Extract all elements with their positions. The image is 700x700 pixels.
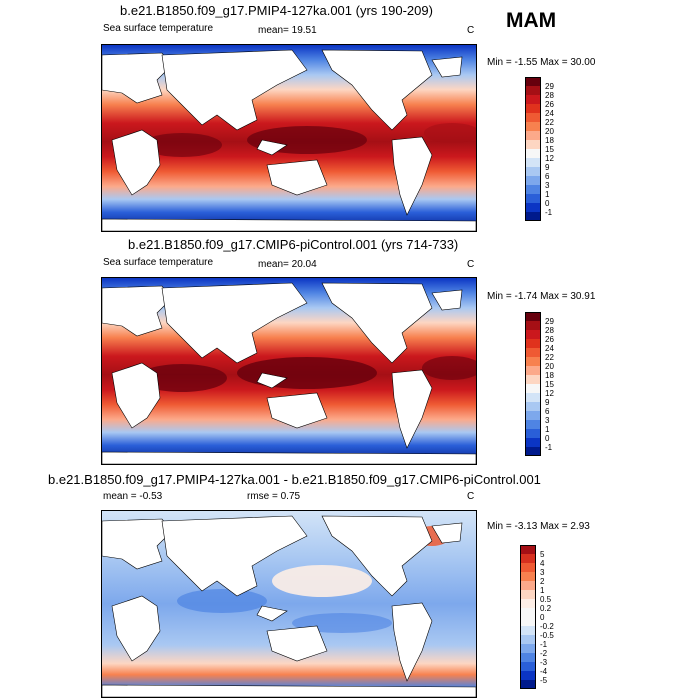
panel-1-title: b.e21.B1850.f09_g17.PMIP4-127ka.001 (yrs… [120, 3, 433, 18]
panel-3-colorbar-tick: -5 [540, 676, 548, 685]
panel-3-colorbar-tick: -4 [540, 667, 548, 676]
panel-3-colorbar-tick: 1 [540, 586, 545, 595]
panel-2-colorbar-tick: 0 [545, 434, 550, 443]
panel-3-title: b.e21.B1850.f09_g17.PMIP4-127ka.001 - b.… [48, 472, 541, 487]
panel-2-map-graphic [102, 278, 476, 464]
colorbar-frame [525, 312, 541, 456]
panel-2-minmax: Min = -1.74 Max = 30.91 [487, 291, 596, 302]
panel-2-title: b.e21.B1850.f09_g17.CMIP6-piControl.001 … [128, 237, 459, 252]
panel-1-mean: mean= 19.51 [258, 25, 317, 36]
panel-3-units: C [467, 491, 475, 502]
panel-3-colorbar-tick: 0.5 [540, 595, 552, 604]
panel-1-colorbar-tick: 26 [545, 100, 554, 109]
panel-3-map [101, 510, 477, 698]
panel-3-colorbar-tick: 0.2 [540, 604, 552, 613]
panel-3-colorbar-tick: -0.2 [540, 622, 554, 631]
panel-3-colorbar-tick: 4 [540, 559, 545, 568]
panel-1-colorbar-tick: 24 [545, 109, 554, 118]
panel-2-left-label: Sea surface temperature [103, 257, 214, 268]
panel-2-colorbar-tick: 3 [545, 416, 550, 425]
panel-2-colorbar-tick: 18 [545, 371, 554, 380]
panel-2-colorbar-tick: 6 [545, 407, 550, 416]
panel-1-left-label: Sea surface temperature [103, 23, 214, 34]
panel-1-colorbar-tick: 0 [545, 199, 550, 208]
panel-3-colorbar-tick: -0.5 [540, 631, 554, 640]
panel-3-colorbar-tick: 5 [540, 550, 545, 559]
panel-3-colorbar-tick: -1 [540, 640, 548, 649]
panel-2-colorbar-tick: 1 [545, 425, 550, 434]
panel-3-colorbar-tick: 0 [540, 613, 545, 622]
panel-1-colorbar-tick: 6 [545, 172, 550, 181]
panel-1-colorbar-tick: 20 [545, 127, 554, 136]
panel-1-colorbar-tick: 15 [545, 145, 554, 154]
panel-1-map [101, 44, 477, 232]
panel-2-colorbar-tick: 15 [545, 380, 554, 389]
panel-2-colorbar-tick: 24 [545, 344, 554, 353]
panel-3-mean: mean = -0.53 [103, 491, 163, 502]
panel-3-rmse: rmse = 0.75 [247, 491, 301, 502]
panel-2-colorbar-tick: 20 [545, 362, 554, 371]
panel-1-colorbar-tick: 1 [545, 190, 550, 199]
colorbar-frame [520, 545, 536, 689]
panel-1-colorbar-tick: -1 [545, 208, 553, 217]
panel-3-colorbar-tick: 3 [540, 568, 545, 577]
panel-2-map [101, 277, 477, 465]
panel-1-colorbar-tick: 18 [545, 136, 554, 145]
panel-2-colorbar-tick: 26 [545, 335, 554, 344]
panel-1-colorbar-tick: 9 [545, 163, 550, 172]
panel-2-mean: mean= 20.04 [258, 259, 317, 270]
season-label: MAM [506, 9, 557, 32]
panel-1-minmax: Min = -1.55 Max = 30.00 [487, 57, 596, 68]
panel-3-colorbar-tick: -2 [540, 649, 548, 658]
panel-2-colorbar-tick: 22 [545, 353, 554, 362]
panel-1-colorbar-tick: 22 [545, 118, 554, 127]
panel-1-colorbar-tick: 29 [545, 82, 554, 91]
panel-3-map-graphic [102, 511, 476, 697]
panel-3-colorbar-tick: -3 [540, 658, 548, 667]
panel-2-units: C [467, 259, 475, 270]
panel-1-colorbar-tick: 28 [545, 91, 554, 100]
panel-1-colorbar-tick: 12 [545, 154, 554, 163]
panel-2-colorbar-tick: -1 [545, 443, 553, 452]
panel-2-colorbar-tick: 12 [545, 389, 554, 398]
panel-1-colorbar-tick: 3 [545, 181, 550, 190]
panel-1-units: C [467, 25, 475, 36]
colorbar-frame [525, 77, 541, 221]
panel-2-colorbar-tick: 28 [545, 326, 554, 335]
panel-2-colorbar-tick: 29 [545, 317, 554, 326]
panel-2-colorbar-tick: 9 [545, 398, 550, 407]
panel-3-colorbar-tick: 2 [540, 577, 545, 586]
panel-3-minmax: Min = -3.13 Max = 2.93 [487, 521, 590, 532]
panel-1-map-graphic [102, 45, 476, 231]
